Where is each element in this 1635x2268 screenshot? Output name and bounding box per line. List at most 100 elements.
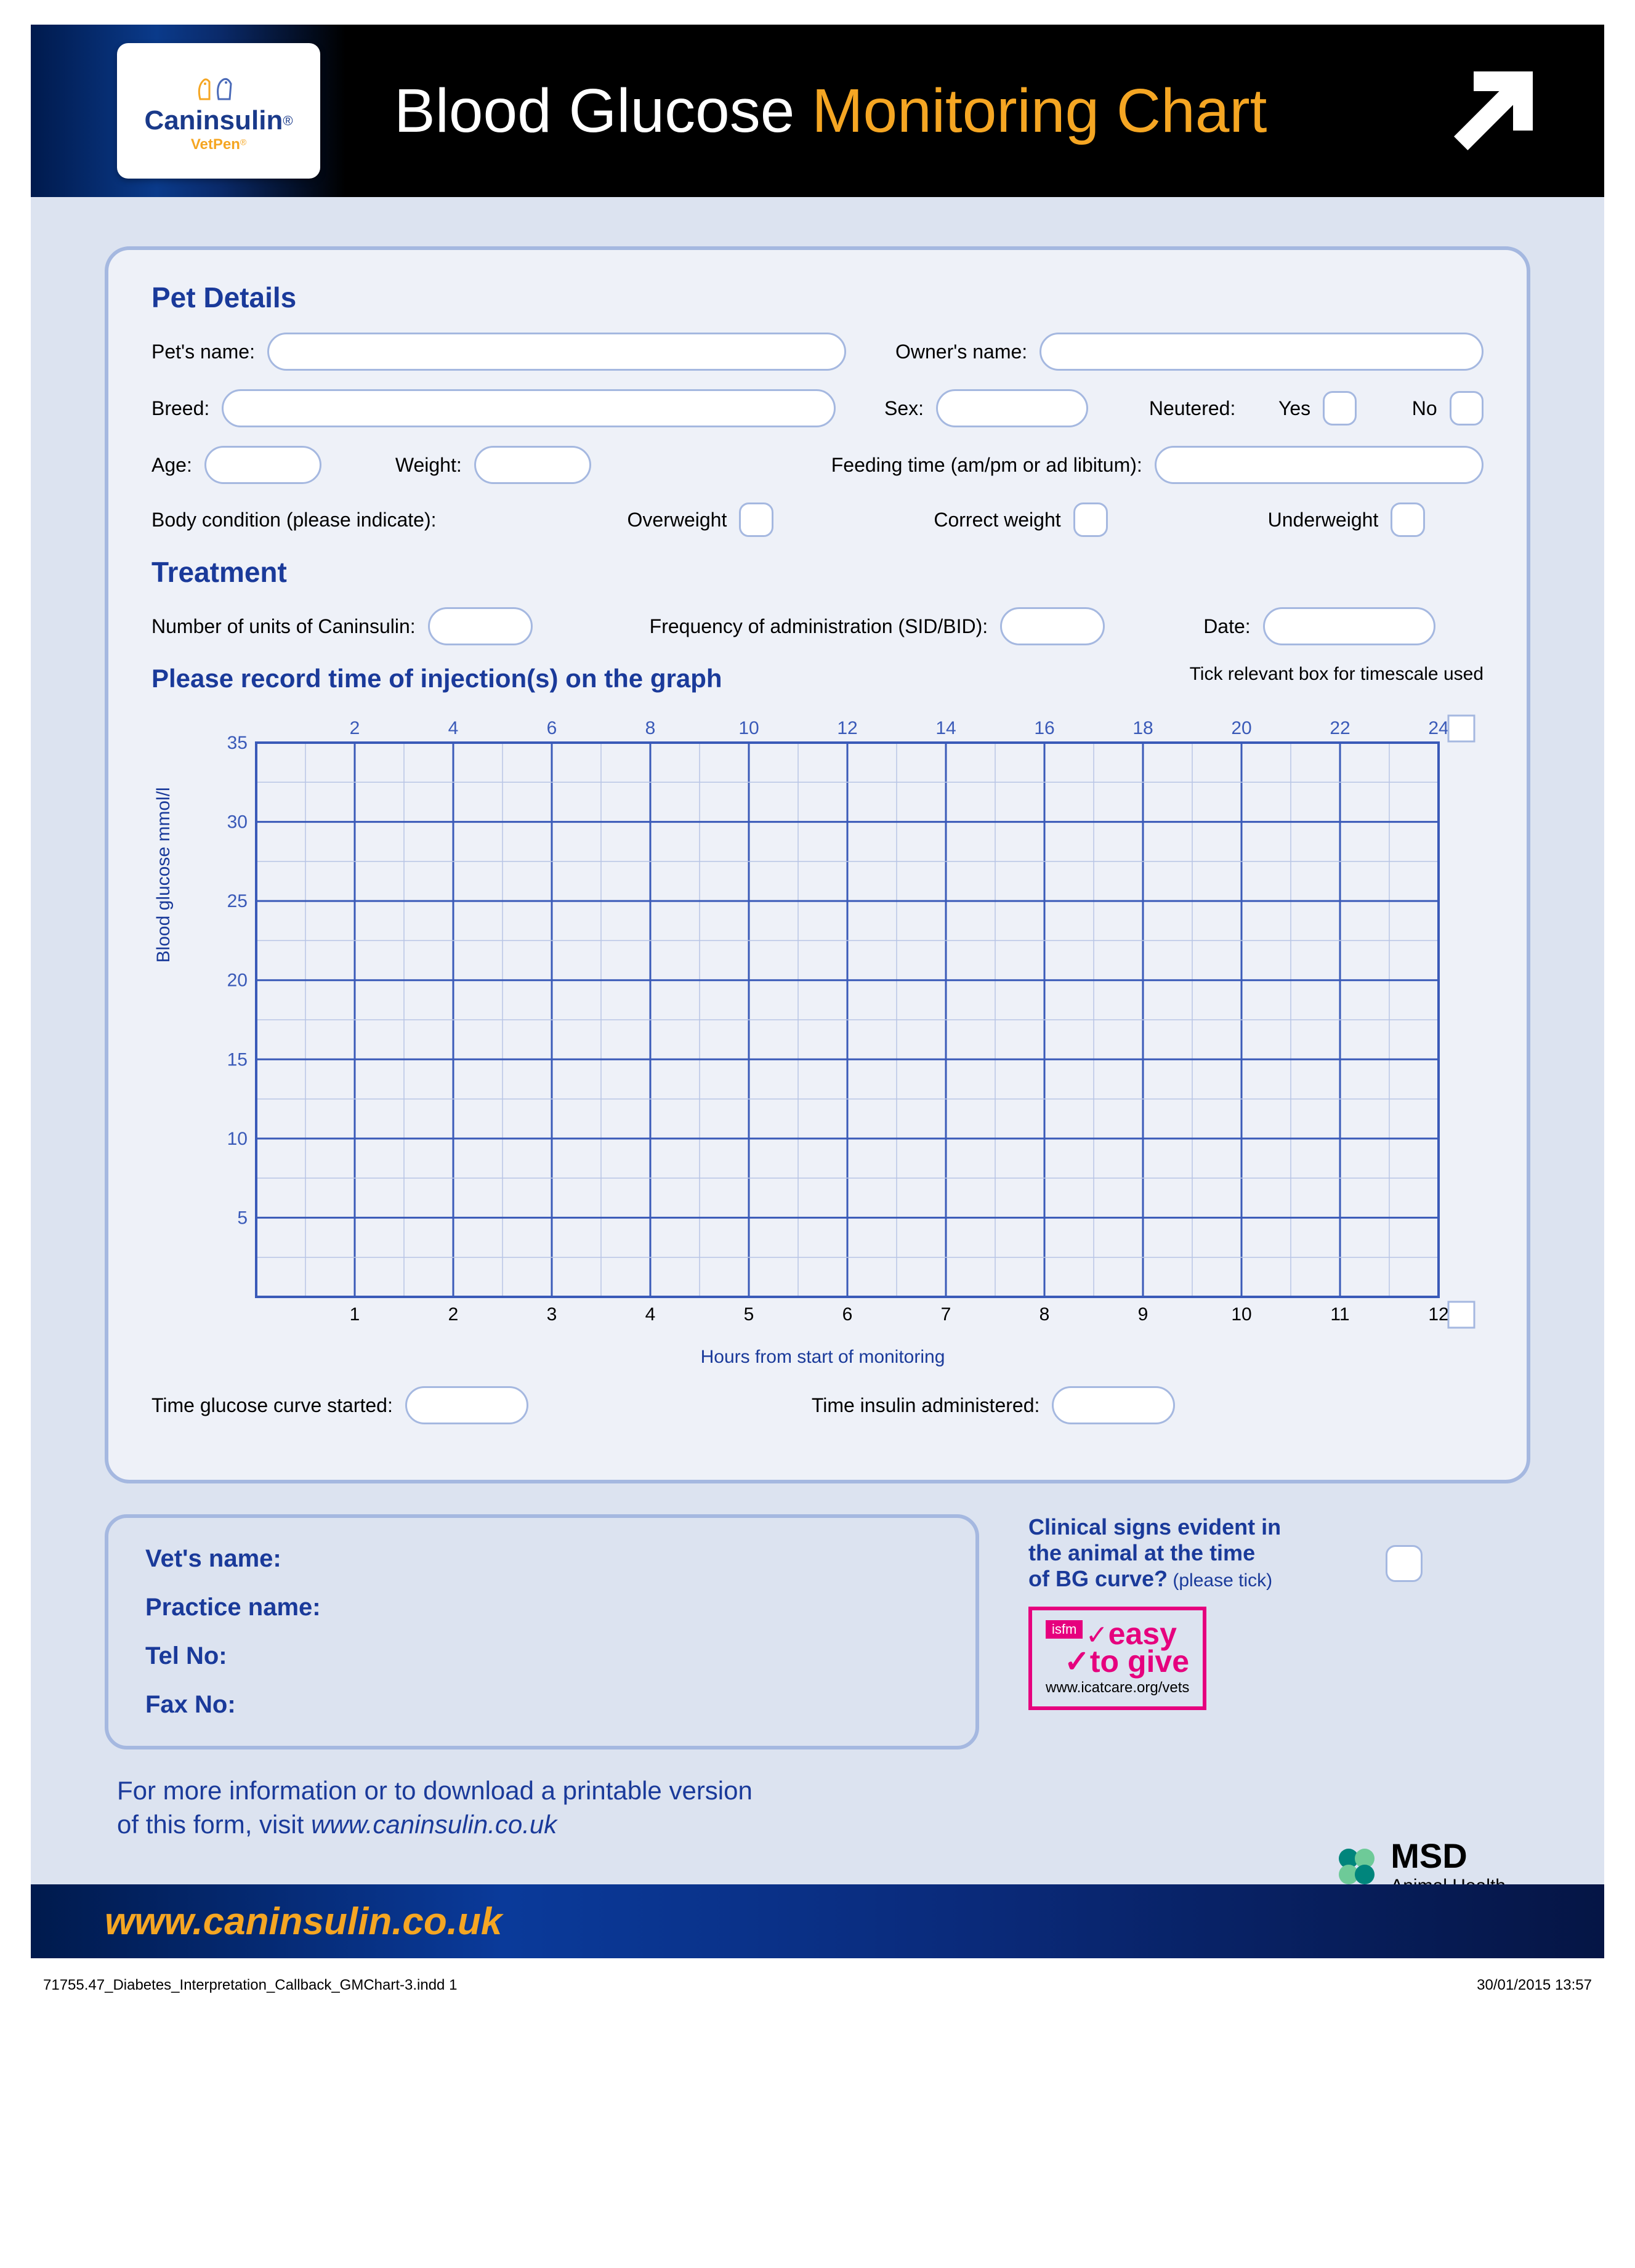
pet-details-heading: Pet Details [151, 281, 1484, 314]
svg-text:5: 5 [237, 1208, 248, 1228]
neutered-no-label: No [1412, 397, 1437, 420]
svg-text:20: 20 [227, 971, 248, 991]
easy-to-give-badge: isfm ✓easy ✓to give www.icatcare.org/vet… [1028, 1607, 1206, 1710]
svg-text:12: 12 [1428, 1304, 1448, 1325]
clinical-signs-text: Clinical signs evident in the animal at … [1028, 1514, 1373, 1592]
tel-label: Tel No: [145, 1642, 939, 1670]
age-label: Age: [151, 454, 192, 477]
isfm-tag: isfm [1046, 1620, 1083, 1639]
freq-label: Frequency of administration (SID/BID): [650, 615, 988, 638]
units-input[interactable] [428, 607, 533, 645]
sex-label: Sex: [884, 397, 924, 420]
owners-name-label: Owner's name: [895, 341, 1027, 363]
overweight-checkbox[interactable] [739, 502, 773, 537]
overweight-label: Overweight [628, 509, 727, 531]
icatcare-url: www.icatcare.org/vets [1046, 1679, 1189, 1697]
breed-input[interactable] [222, 389, 835, 427]
svg-text:8: 8 [645, 718, 656, 738]
svg-text:10: 10 [738, 718, 759, 738]
svg-text:6: 6 [842, 1304, 853, 1325]
correct-weight-label: Correct weight [934, 509, 1060, 531]
svg-text:20: 20 [1231, 718, 1251, 738]
date-input[interactable] [1263, 607, 1435, 645]
graph-title: Please record time of injection(s) on th… [151, 664, 722, 693]
vet-details-box: Vet's name: Practice name: Tel No: Fax N… [105, 1514, 979, 1749]
msd-text: MSD [1391, 1836, 1506, 1876]
weight-label: Weight: [395, 454, 462, 477]
chart-grid: 3530252015105246810121416182022241234567… [207, 712, 1476, 1340]
feeding-label: Feeding time (am/pm or ad libitum): [831, 454, 1142, 477]
svg-text:25: 25 [227, 891, 248, 911]
print-metadata: 71755.47_Diabetes_Interpretation_Callbac… [31, 1977, 1604, 1994]
fax-label: Fax No: [145, 1691, 939, 1719]
svg-text:11: 11 [1330, 1304, 1349, 1325]
neutered-yes-checkbox[interactable] [1323, 391, 1357, 426]
pets-name-input[interactable] [267, 333, 846, 371]
svg-text:30: 30 [227, 812, 248, 833]
svg-text:3: 3 [547, 1304, 557, 1325]
svg-text:1: 1 [350, 1304, 360, 1325]
svg-text:22: 22 [1330, 718, 1350, 738]
feeding-input[interactable] [1155, 446, 1484, 484]
svg-text:5: 5 [744, 1304, 754, 1325]
x-axis-label: Hours from start of monitoring [207, 1347, 1439, 1368]
units-label: Number of units of Caninsulin: [151, 615, 416, 638]
svg-text:14: 14 [935, 718, 956, 738]
dog-cat-icon [188, 68, 249, 105]
msd-icon [1335, 1845, 1378, 1888]
neutered-no-checkbox[interactable] [1450, 391, 1484, 426]
pets-name-label: Pet's name: [151, 341, 255, 363]
practice-name-label: Practice name: [145, 1594, 939, 1621]
neutered-label: Neutered: [1149, 397, 1236, 420]
glucose-chart: Blood glucose mmol/l 3530252015105246810… [207, 712, 1439, 1368]
neutered-yes-label: Yes [1278, 397, 1310, 420]
svg-text:9: 9 [1138, 1304, 1149, 1325]
svg-text:18: 18 [1132, 718, 1153, 738]
header-band: Caninsulin® VetPen® Blood Glucose Monito… [31, 25, 1604, 197]
time-started-input[interactable] [405, 1386, 528, 1424]
svg-text:15: 15 [227, 1049, 248, 1070]
owners-name-input[interactable] [1040, 333, 1484, 371]
svg-text:2: 2 [448, 1304, 459, 1325]
svg-text:4: 4 [448, 718, 459, 738]
svg-text:10: 10 [1231, 1304, 1251, 1325]
breed-label: Breed: [151, 397, 209, 420]
correct-weight-checkbox[interactable] [1073, 502, 1108, 537]
treatment-heading: Treatment [151, 555, 1484, 589]
svg-text:16: 16 [1034, 718, 1054, 738]
footer-bar: www.caninsulin.co.uk [31, 1884, 1604, 1958]
svg-text:6: 6 [547, 718, 557, 738]
footer-info-text: For more information or to download a pr… [117, 1774, 1530, 1841]
svg-text:2: 2 [350, 718, 360, 738]
y-axis-label: Blood glucose mmol/l [153, 787, 174, 962]
svg-text:8: 8 [1040, 1304, 1050, 1325]
vet-name-label: Vet's name: [145, 1545, 939, 1573]
main-form-panel: Pet Details Pet's name: Owner's name: Br… [105, 246, 1530, 1483]
body-cond-label: Body condition (please indicate): [151, 509, 437, 531]
weight-input[interactable] [474, 446, 591, 484]
svg-text:24: 24 [1428, 718, 1448, 738]
svg-text:7: 7 [941, 1304, 951, 1325]
age-input[interactable] [204, 446, 321, 484]
svg-text:35: 35 [227, 733, 248, 753]
logo-brand-text: Caninsulin [144, 105, 283, 135]
svg-text:10: 10 [227, 1129, 248, 1149]
svg-text:12: 12 [837, 718, 857, 738]
sex-input[interactable] [936, 389, 1088, 427]
page-title: Blood Glucose Monitoring Chart [394, 76, 1267, 147]
clinical-signs-checkbox[interactable] [1386, 1545, 1423, 1582]
svg-text:4: 4 [645, 1304, 656, 1325]
logo-sub-text: VetPen [191, 136, 240, 153]
freq-input[interactable] [1000, 607, 1105, 645]
print-filename: 71755.47_Diabetes_Interpretation_Callbac… [43, 1977, 457, 1994]
graph-hint: Tick relevant box for timescale used [1190, 664, 1484, 685]
underweight-label: Underweight [1268, 509, 1379, 531]
date-label: Date: [1203, 615, 1250, 638]
footer-url: www.caninsulin.co.uk [105, 1900, 502, 1943]
caninsulin-logo: Caninsulin® VetPen® [117, 43, 320, 179]
time-insulin-input[interactable] [1052, 1386, 1175, 1424]
time-started-label: Time glucose curve started: [151, 1394, 393, 1417]
arrow-down-right-icon [1444, 62, 1543, 160]
print-datetime: 30/01/2015 13:57 [1477, 1977, 1592, 1994]
underweight-checkbox[interactable] [1391, 502, 1425, 537]
